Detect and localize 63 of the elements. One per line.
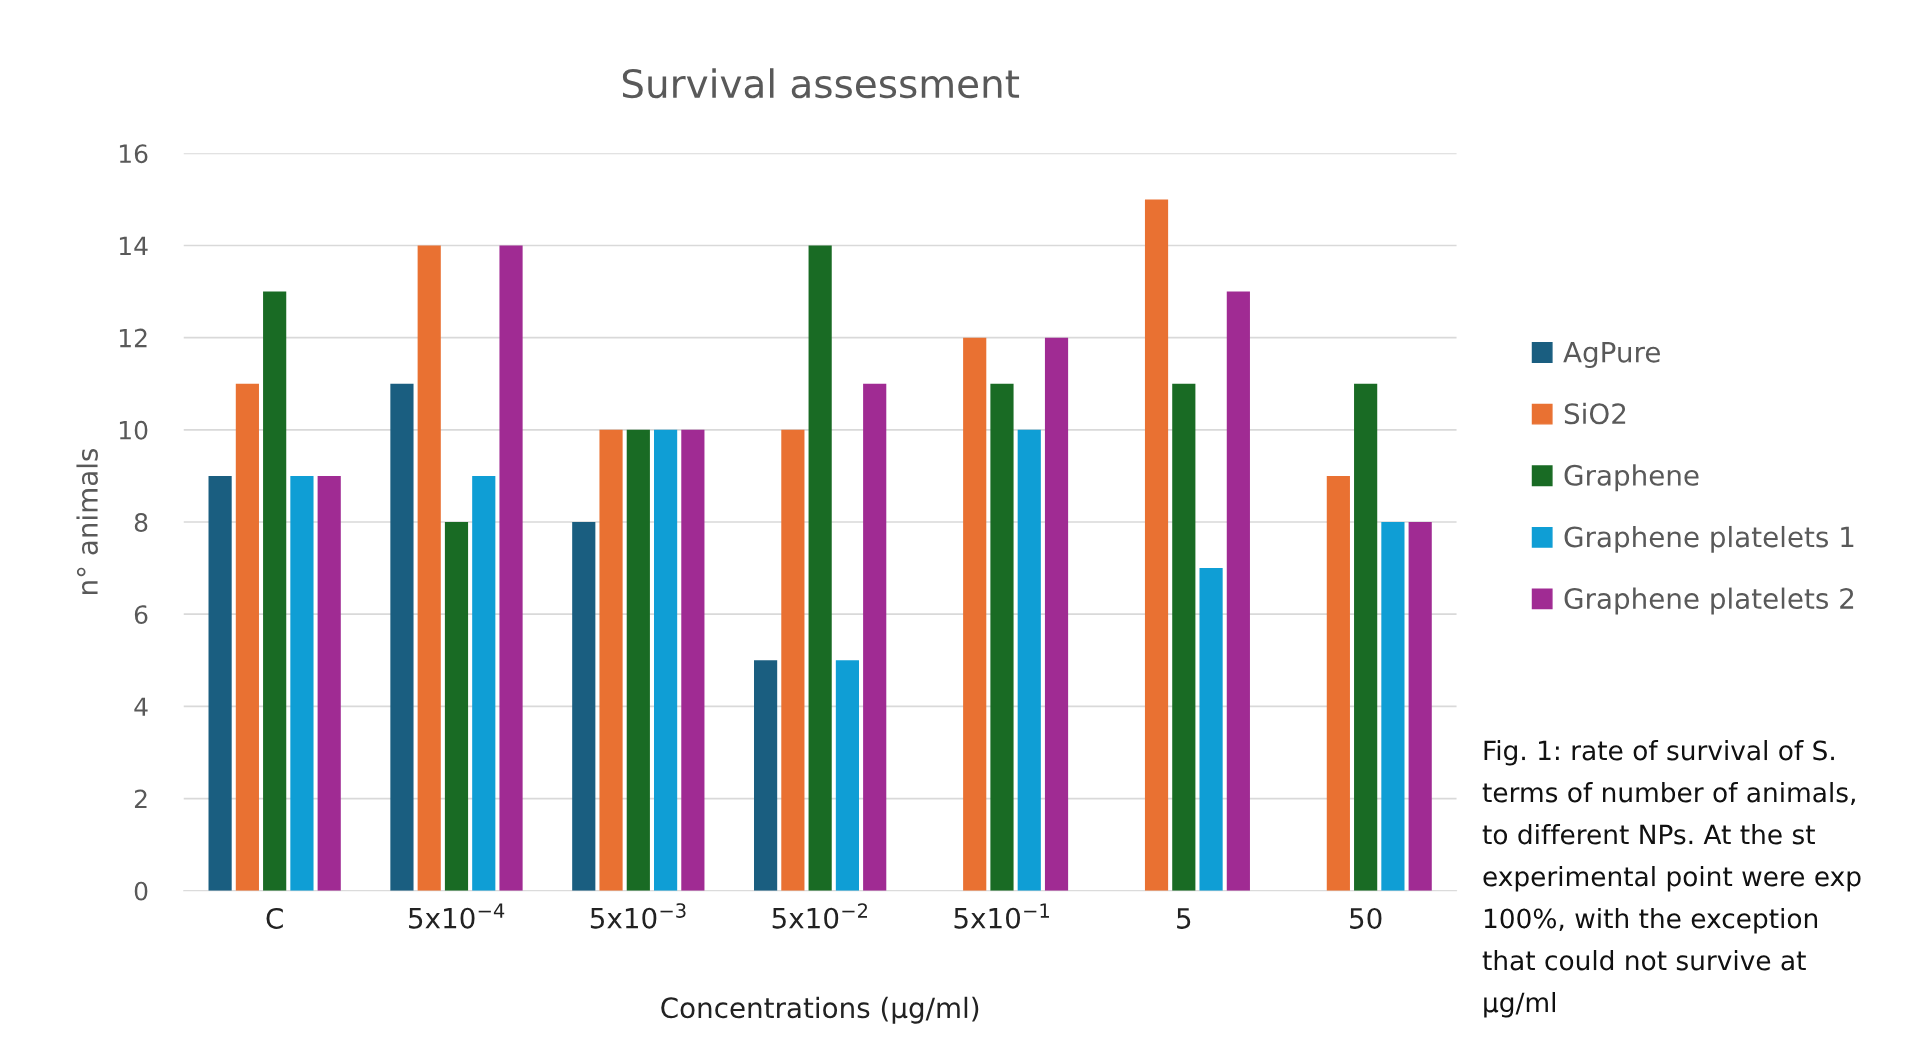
legend-label: SiO2 [1564,402,1626,425]
y-tick-label: 2 [134,789,147,809]
text: that could not survive at [1482,950,1806,971]
bar [1354,383,1378,891]
y-tick-label: 4 [134,697,148,716]
x-tick-label: 5x10$^{−4}$ [409,903,505,929]
bar [472,475,496,891]
legend-label: AgPure [1563,341,1660,369]
y-tick-label: 14 [119,236,148,255]
x-tick-label: 5x10$^{−1}$ [954,903,1049,929]
text: experimental point were exp [1483,866,1861,892]
legend-label: Graphene [1564,464,1699,492]
x-axis-title: Concentrations (µg/ml) [661,996,979,1024]
text: terms of number of animals, [1482,782,1855,806]
bar [1408,522,1432,891]
y-axis-title: n° animals [76,448,98,594]
bar [781,429,805,891]
bar [754,660,778,891]
bar [390,383,414,891]
legend-label: Graphene platelets 1 [1564,525,1854,553]
bar [626,429,650,891]
y-tick-label: 10 [119,420,148,440]
text: to different NPs. At the st [1482,824,1815,845]
bar [263,291,287,891]
bar [1172,383,1196,891]
bar [599,429,623,891]
legend-label: Graphene platelets 2 [1564,587,1854,615]
bar [1381,522,1405,891]
chart-title: Survival assessment [622,68,1020,99]
bar [808,245,832,891]
y-tick-label: 16 [119,144,148,164]
bar [990,383,1014,891]
x-tick-label: 50 [1350,907,1382,929]
y-tick-label: 12 [119,328,147,348]
caption: Fig. 1: rate of survival of S. [1484,740,1834,766]
bar [1144,199,1169,891]
bar [1199,568,1223,891]
bar [681,429,705,891]
bar [1226,291,1250,891]
bar [290,475,314,891]
y-tick-label: 0 [134,881,148,901]
bar [654,429,678,891]
bar [1017,429,1041,891]
bar [963,337,987,891]
x-tick-label: 5x10$^{−2}$ [772,903,868,929]
bar [863,383,887,891]
bar [1326,475,1350,891]
bar [1044,337,1069,891]
bar [572,522,596,891]
bar [317,475,341,891]
bar [235,383,259,891]
x-tick-label: 5x10$^{−3}$ [590,903,686,929]
text: 100%, with the exception [1484,908,1818,934]
bar [417,245,441,891]
x-tick-label: 5 [1177,908,1191,929]
bar [499,245,523,891]
bar [835,660,860,891]
bar [208,475,232,891]
y-tick-label: 8 [134,512,148,532]
y-tick-label: 6 [134,605,148,625]
x-tick-label: C [266,907,283,929]
text: µg/ml [1484,992,1555,1018]
bar [444,522,469,891]
